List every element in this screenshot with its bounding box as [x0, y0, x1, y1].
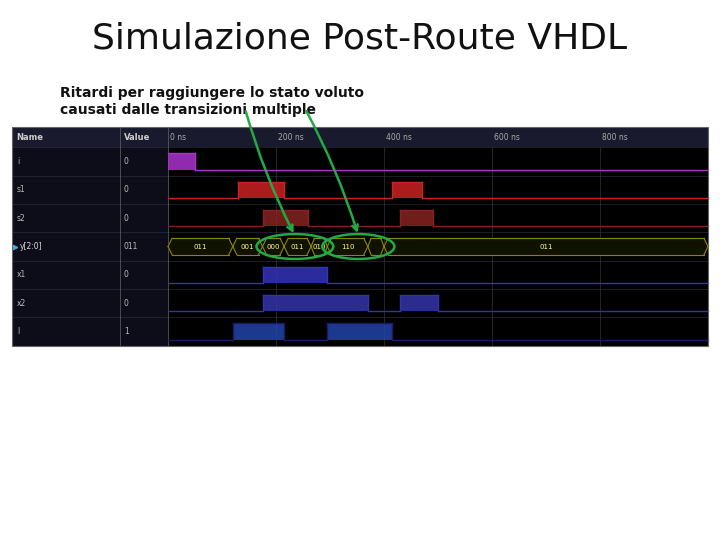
Bar — [263, 210, 308, 226]
Polygon shape — [311, 238, 328, 255]
Text: x1: x1 — [17, 271, 26, 279]
Bar — [12, 127, 708, 147]
Text: 600 ns: 600 ns — [494, 133, 520, 141]
Text: x2: x2 — [17, 299, 26, 308]
Text: 0: 0 — [124, 271, 129, 279]
Text: 011: 011 — [539, 244, 553, 249]
Polygon shape — [284, 238, 311, 255]
Text: Ritardi per raggiungere lo stato voluto: Ritardi per raggiungere lo stato voluto — [60, 86, 364, 100]
Text: Name: Name — [16, 133, 43, 141]
Polygon shape — [368, 238, 384, 255]
Bar — [263, 295, 368, 312]
Bar — [392, 181, 422, 198]
Text: 011: 011 — [124, 242, 138, 251]
Bar — [12, 127, 120, 346]
Text: 001: 001 — [241, 244, 254, 249]
Text: i: i — [17, 157, 19, 166]
Text: s2: s2 — [17, 214, 26, 222]
Bar — [12, 127, 708, 346]
Bar — [238, 181, 284, 198]
Polygon shape — [328, 238, 368, 255]
Polygon shape — [263, 238, 284, 255]
Bar — [328, 323, 392, 340]
Text: 010: 010 — [312, 244, 326, 249]
Polygon shape — [233, 238, 263, 255]
Text: 000: 000 — [266, 244, 280, 249]
Polygon shape — [168, 238, 233, 255]
Text: 1: 1 — [124, 327, 129, 336]
Text: Value: Value — [124, 133, 150, 141]
Text: 0: 0 — [124, 157, 129, 166]
Text: 400 ns: 400 ns — [386, 133, 412, 141]
Bar — [168, 153, 195, 170]
Text: 0: 0 — [124, 185, 129, 194]
Text: Simulazione Post-Route VHDL: Simulazione Post-Route VHDL — [92, 22, 628, 56]
Text: 0 ns: 0 ns — [170, 133, 186, 141]
Bar — [263, 267, 328, 283]
Bar — [120, 127, 168, 346]
Text: 0: 0 — [124, 214, 129, 222]
Text: 200 ns: 200 ns — [278, 133, 304, 141]
Bar — [400, 210, 433, 226]
Bar — [12, 127, 708, 346]
Text: y[2:0]: y[2:0] — [20, 242, 42, 251]
Text: s1: s1 — [17, 185, 26, 194]
Text: 110: 110 — [341, 244, 354, 249]
Text: 0: 0 — [124, 299, 129, 308]
Text: causati dalle transizioni multiple: causati dalle transizioni multiple — [60, 103, 316, 117]
Text: l: l — [17, 327, 19, 336]
Bar — [400, 295, 438, 312]
Text: 800 ns: 800 ns — [602, 133, 628, 141]
Text: 011: 011 — [291, 244, 305, 249]
Polygon shape — [384, 238, 708, 255]
Bar — [233, 323, 284, 340]
Text: 011: 011 — [194, 244, 207, 249]
